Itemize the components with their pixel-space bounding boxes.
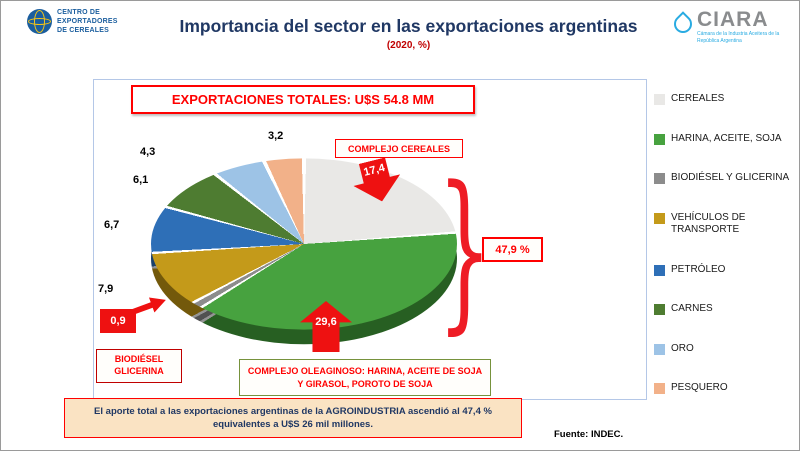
oleaginoso-callout: COMPLEJO OLEAGINOSO: HARINA, ACEITE DE S…	[239, 359, 491, 396]
legend-swatch-pesquero	[654, 383, 665, 394]
legend-label: PETRÓLEO	[671, 263, 726, 275]
legend-item-petroleo: PETRÓLEO	[654, 264, 796, 277]
cec-logo-line: DE CEREALES	[57, 27, 109, 35]
cec-logo: CENTRO DE EXPORTADORES DE CEREALES	[27, 8, 147, 35]
legend-label: VEHÍCULOS DE TRANSPORTE	[671, 211, 746, 236]
ciara-logo: CIARA Cámara de la Industria Aceitera de…	[670, 8, 789, 44]
cec-logo-line: CENTRO DE	[57, 9, 101, 16]
cereales-callout: COMPLEJO CEREALES	[335, 139, 463, 158]
legend: CEREALES HARINA, ACEITE, SOJA BIODIÉSEL …	[654, 93, 796, 395]
drop-icon	[670, 11, 696, 37]
legend-swatch-oro	[654, 343, 665, 355]
legend-swatch-biodiesel-glicerina	[654, 173, 665, 184]
legend-item-harina-aceite-soja: HARINA, ACEITE, SOJA	[654, 133, 796, 146]
legend-swatch-cereales	[654, 94, 665, 105]
pie-chart	[151, 158, 457, 330]
legend-item-carnes: CARNES	[654, 303, 796, 316]
value-label-vehiculos: 7,9	[98, 283, 114, 295]
legend-label: HARINA, ACEITE, SOJA	[671, 132, 782, 144]
legend-item-biodiesel-glicerina: BIODIÉSEL Y GLICERINA	[654, 172, 796, 185]
legend-label: PESQUERO	[671, 382, 728, 393]
footnote-box: El aporte total a las exportaciones arge…	[64, 398, 522, 438]
cec-logo-text: CENTRO DE EXPORTADORES DE CEREALES	[57, 8, 118, 35]
value-label-carnes: 6,1	[133, 174, 149, 186]
legend-label: CARNES	[671, 303, 713, 314]
legend-label: ORO	[671, 342, 694, 354]
legend-swatch-harina-aceite-soja	[654, 133, 665, 145]
page-subtitle: (2020, %)	[386, 40, 431, 51]
legend-swatch-petroleo	[654, 264, 665, 276]
globe-icon	[27, 9, 52, 35]
biodiesel-callout: BIODIÉSEL GLICERINA	[96, 349, 182, 383]
ciara-tagline: Cámara de la Industria Aceitera de la Re…	[697, 31, 780, 44]
value-label-oro: 4,3	[140, 146, 156, 158]
biodiesel-value-box: 0,9	[100, 309, 136, 333]
legend-swatch-vehiculos	[654, 212, 665, 224]
source-label: Fuente: INDEC.	[554, 429, 624, 440]
bracket-icon: }	[437, 149, 493, 350]
title-block: Importancia del sector en las exportacio…	[136, 16, 681, 51]
total-exports-banner: EXPORTACIONES TOTALES: U$S 54.8 MM	[131, 85, 475, 114]
cec-logo-line: EXPORTADORES	[57, 18, 118, 26]
value-label-petroleo: 6,7	[104, 219, 120, 231]
value-label-pesquero: 3,2	[268, 130, 284, 142]
legend-label: BIODIÉSEL Y GLICERINA	[671, 172, 790, 183]
legend-item-vehiculos: VEHÍCULOS DE TRANSPORTE	[654, 212, 796, 237]
page-title: Importancia del sector en las exportacio…	[179, 16, 638, 36]
legend-item-pesquero: PESQUERO	[654, 382, 796, 395]
ciara-name: CIARA	[697, 8, 769, 31]
legend-label: CEREALES	[671, 93, 725, 104]
oleaginoso-arrow-value: 29,6	[315, 316, 337, 328]
legend-item-cereales: CEREALES	[654, 93, 796, 106]
legend-swatch-carnes	[654, 304, 665, 315]
agro-share-box: 47,9 %	[482, 237, 543, 262]
legend-item-oro: ORO	[654, 343, 796, 356]
